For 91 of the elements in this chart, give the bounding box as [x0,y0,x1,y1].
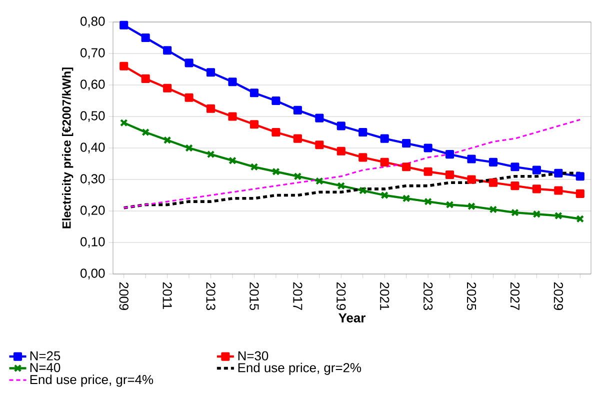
point [250,88,259,98]
point [206,68,216,77]
y-tick-label: 0,80 [80,16,105,28]
point [554,212,562,220]
point [336,146,346,156]
y-tick-label: 0,00 [80,268,105,280]
legend-label: N=40 [30,362,60,372]
x-tick-label: 2013 [206,282,216,310]
point [510,182,520,190]
point [184,58,194,68]
point [446,200,454,209]
x-tick-label: 2011 [162,282,172,309]
point [358,186,367,194]
x-tick-label: 2023 [423,282,433,310]
point [163,84,172,92]
y-tick-label: 0,30 [80,174,105,185]
point [424,167,432,176]
x-tick-label: 2025 [466,282,476,310]
point [272,128,280,137]
point [510,162,520,172]
point [467,154,476,164]
legend-label: N=25 [30,351,60,360]
point [336,122,346,130]
point [424,198,432,206]
x-tick-label: 2029 [554,282,563,310]
point [250,120,259,129]
point [163,46,172,55]
point [272,168,280,176]
point [250,162,258,171]
point [467,175,476,184]
y-tick-label: 0,40 [80,142,105,154]
point [315,114,324,122]
x-axis-title: Year [338,313,366,322]
point [380,191,389,200]
point [380,134,389,143]
point [488,158,498,166]
x-tick-label: 2009 [119,282,128,310]
point [228,156,236,165]
point [141,33,150,42]
point [488,178,498,187]
point [424,144,432,152]
point [206,104,216,113]
point [532,210,541,218]
point [120,20,128,30]
point [402,138,411,148]
x-tick-label: 2027 [510,282,520,310]
point [468,202,476,210]
point [380,158,389,166]
point [293,134,302,143]
point [120,62,128,70]
y-tick-label: 0,20 [80,206,105,216]
point [293,106,302,114]
point [228,78,237,86]
point [358,128,368,137]
point [489,206,498,214]
point [315,140,324,150]
point [554,186,563,195]
y-tick-label: 0,50 [80,111,105,122]
legend-label: N=30 [238,351,268,360]
point [185,144,193,152]
point [402,194,410,202]
y-axis-title: Electricity price [€2007/kWh] [62,68,74,228]
point [142,128,150,136]
legend-label: End use price, gr=2% [238,362,362,375]
point [184,93,194,102]
x-tick-label: 2021 [380,282,390,310]
point [554,168,563,178]
point [272,96,280,106]
point [358,153,368,162]
x-tick-label: 2017 [293,282,302,310]
y-tick-label: 0,60 [80,80,105,90]
point [532,166,541,174]
x-tick-label: 2019 [336,282,346,310]
point [337,182,346,190]
point [576,189,584,198]
legend-label: End use price, gr=4% [30,374,154,387]
y-tick-label: 0,10 [80,237,105,248]
point [294,172,302,180]
point [402,162,411,172]
x-tick-label: 2015 [250,282,259,310]
point [206,150,215,158]
y-tick-label: 0,70 [80,48,105,59]
point [316,177,324,185]
point [163,136,172,144]
point [445,170,454,180]
point [228,112,237,121]
point [141,74,150,83]
point [576,172,584,181]
point [445,150,454,159]
point [532,184,541,194]
point [511,208,519,216]
